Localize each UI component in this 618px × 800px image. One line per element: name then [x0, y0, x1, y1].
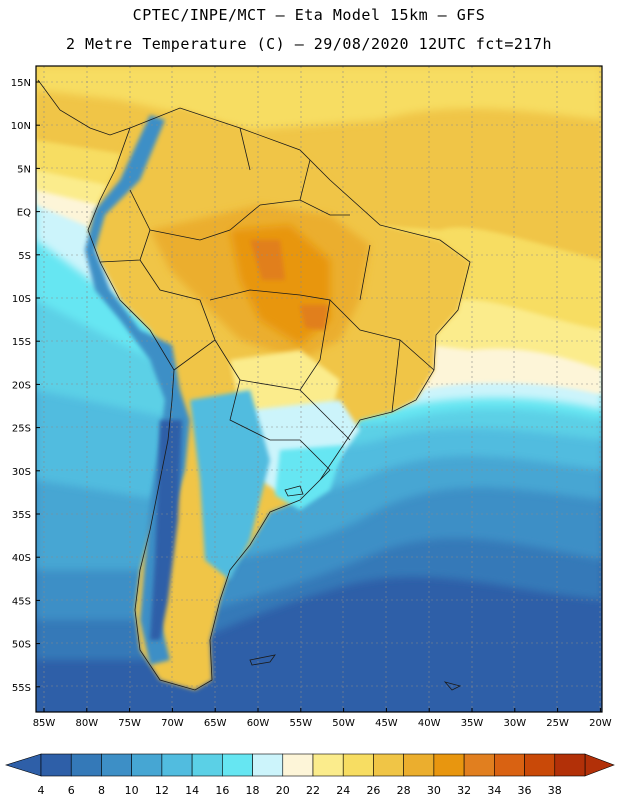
lon-label: 30W [503, 718, 526, 729]
lat-label: 15N [11, 78, 31, 89]
colorbar-swatch [131, 753, 163, 777]
colorbar-label: 24 [336, 784, 350, 797]
lat-label: 30S [12, 467, 31, 478]
map-field [36, 66, 602, 712]
colorbar-label: 34 [487, 784, 501, 797]
latitude-axis: 15N 10N 5N EQ 5S 10S 15S 20S 25S 30S 35S 40S 45S 50S 5… [11, 78, 40, 694]
colorbar-swatch [252, 753, 284, 777]
lat-label: 10S [12, 294, 31, 305]
lat-label: 10N [11, 121, 31, 132]
title-line-2: 2 Metre Temperature (C) – 29/08/2020 12U… [65, 35, 553, 53]
colorbar-label: 16 [215, 784, 229, 797]
longitude-axis: 85W 80W 75W 70W 65W 60W 55W 50W 45W 40W 35W 30W 25W 2… [33, 708, 612, 729]
title-line-1: CPTEC/INPE/MCT – Eta Model 15km – GFS [132, 6, 486, 24]
colorbar-swatch [70, 753, 102, 777]
lon-label: 75W [118, 718, 141, 729]
colorbar-swatch [463, 753, 495, 777]
colorbar-label: 6 [68, 784, 75, 797]
colorbar-label: 30 [427, 784, 441, 797]
lat-label: 55S [12, 683, 31, 694]
colorbar-label: 18 [246, 784, 260, 797]
lon-label: 35W [461, 718, 484, 729]
lat-label: 40S [12, 553, 31, 564]
lon-label: 60W [247, 718, 270, 729]
lon-label: 70W [161, 718, 184, 729]
colorbar-label: 8 [98, 784, 105, 797]
colorbar-label: 20 [276, 784, 290, 797]
lon-label: 40W [418, 718, 441, 729]
colorbar-swatch [373, 753, 404, 777]
lon-label: 25W [546, 718, 569, 729]
colorbar-label: 12 [155, 784, 169, 797]
colorbar-swatch [524, 753, 556, 777]
colorbar-swatch [433, 753, 465, 777]
lon-label: 20W [589, 718, 612, 729]
lat-label: 15S [12, 337, 31, 348]
colorbar-swatch [101, 753, 132, 777]
lon-label: 50W [332, 718, 355, 729]
colorbar-swatch [191, 753, 223, 777]
lat-label: 5N [17, 164, 31, 175]
map-frame [35, 65, 603, 713]
lon-label: 65W [204, 718, 227, 729]
colorbar-label: 32 [457, 784, 471, 797]
colorbar-label: 4 [38, 784, 45, 797]
lat-label: EQ [17, 208, 31, 219]
lat-label: 50S [12, 640, 31, 651]
colorbar-swatch [161, 753, 193, 777]
graticule [36, 66, 602, 712]
colorbar-swatch [554, 753, 586, 777]
colorbar-label: 10 [125, 784, 139, 797]
colorbar-label: 38 [548, 784, 562, 797]
colorbar-swatch [494, 753, 525, 777]
colorbar-label: 26 [366, 784, 380, 797]
colorbar-swatch [222, 753, 253, 777]
lat-label: 20S [12, 380, 31, 391]
lat-label: 25S [12, 424, 31, 435]
colorbar-swatch [282, 753, 314, 777]
lon-label: 80W [75, 718, 98, 729]
political-borders [37, 79, 471, 691]
colorbar-swatch [40, 753, 72, 777]
colorbar-swatch [403, 753, 435, 777]
colorbar-label: 22 [306, 784, 320, 797]
lat-label: 45S [12, 596, 31, 607]
lon-label: 45W [375, 718, 398, 729]
colorbar-label: 36 [518, 784, 532, 797]
lon-label: 55W [289, 718, 312, 729]
colorbar-swatch [312, 753, 344, 777]
colorbar-swatch [342, 753, 374, 777]
colorbar-low-arrow [4, 753, 42, 777]
colorbar: 4 6 8 10 12 14 16 18 20 22 24 26 28 30 32 34 36 38 [4, 753, 615, 797]
lat-label: 5S [18, 251, 31, 262]
lon-label: 85W [33, 718, 56, 729]
colorbar-label: 14 [185, 784, 199, 797]
colorbar-high-arrow [584, 753, 615, 777]
lat-label: 35S [12, 510, 31, 521]
colorbar-label: 28 [397, 784, 411, 797]
